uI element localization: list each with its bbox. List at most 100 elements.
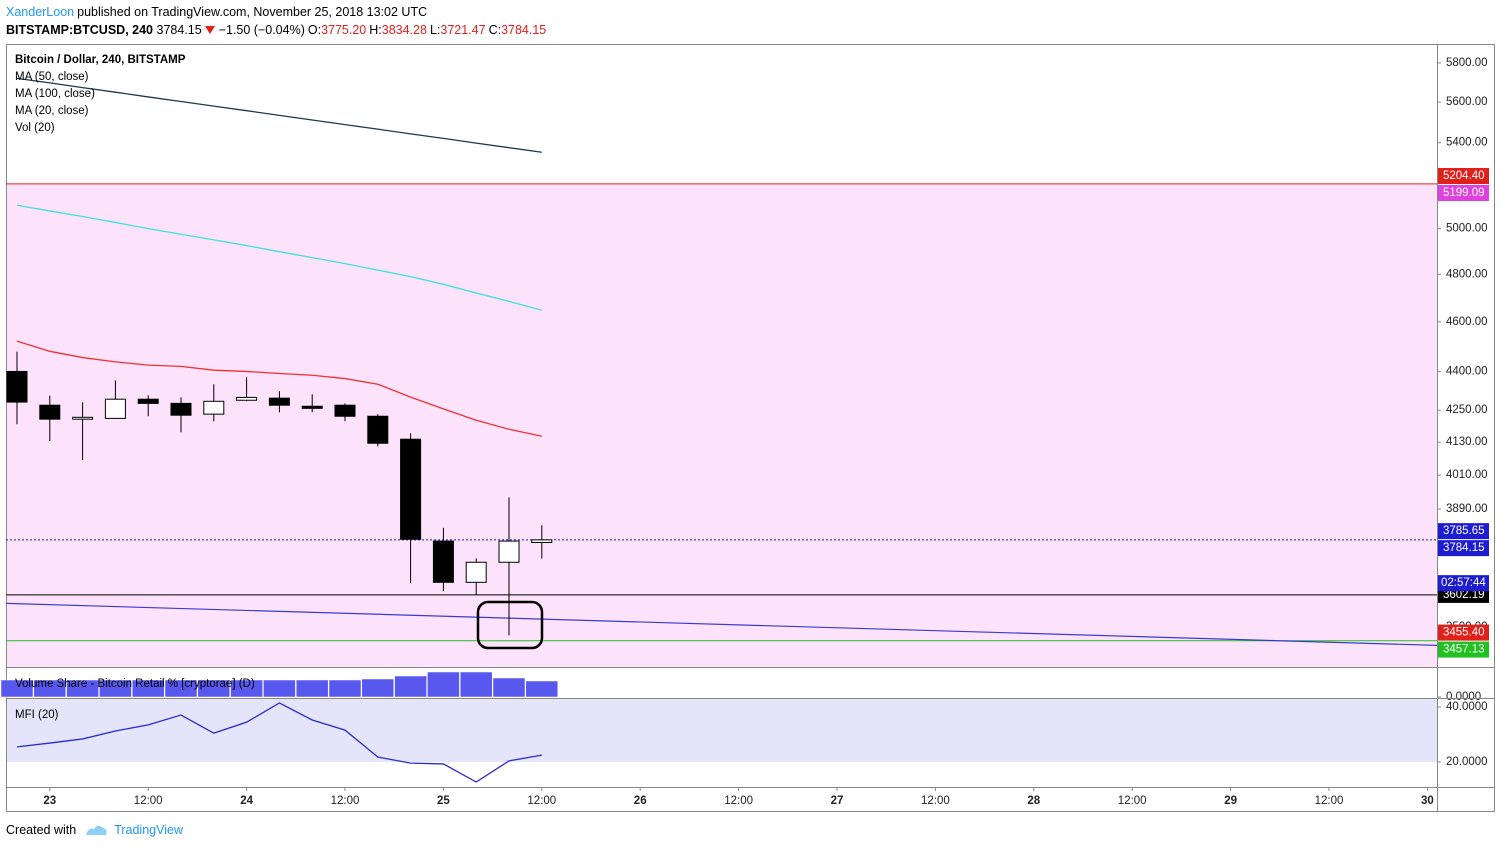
bar xyxy=(66,679,99,698)
indicator-line xyxy=(16,702,542,783)
header-line: BITSTAMP:BTCUSD, 240 3784.15 −1.50 (−0.04… xyxy=(6,21,549,39)
bar xyxy=(197,679,231,698)
y-tick-label: 0.0000 xyxy=(1446,691,1481,703)
bar xyxy=(328,679,362,698)
down-arrow xyxy=(204,26,215,34)
price-label: 5204.40 xyxy=(1443,170,1485,182)
candle-body xyxy=(400,438,422,540)
countdown: 02:57:44 xyxy=(1441,577,1486,589)
x-tick-label: 24 xyxy=(240,795,253,807)
candle-body xyxy=(465,561,487,583)
legend-entry: MA (20, close) xyxy=(15,105,89,117)
bar xyxy=(492,677,526,698)
candle-body xyxy=(301,405,323,409)
x-tick-label: 23 xyxy=(43,795,56,807)
chart-title: Bitcoin / Dollar, 240, BITSTAMP xyxy=(15,54,186,66)
bar xyxy=(33,679,67,698)
published: published on TradingView.com, November 2… xyxy=(77,5,428,19)
x-tick-label: 25 xyxy=(437,795,450,807)
price-label: 3455.40 xyxy=(1443,627,1485,639)
x-tick-label: 27 xyxy=(831,795,844,807)
price-label: 3785.65 xyxy=(1443,525,1485,537)
x-tick-label: 12:00 xyxy=(331,795,360,807)
ohlc-value: 3834.28 xyxy=(381,23,427,37)
y-tick-label: 20.0000 xyxy=(1446,756,1488,768)
footer: Created with TradingView xyxy=(6,823,183,837)
price-zone xyxy=(7,183,1437,668)
x-tick-label: 12:00 xyxy=(134,795,163,807)
candle-body xyxy=(72,416,94,420)
symbol: BITSTAMP:BTCUSD, 240 xyxy=(6,23,154,37)
change: −1.50 (−0.04%) xyxy=(218,23,305,37)
ohlc-label: H: xyxy=(369,23,382,37)
candle-body xyxy=(498,540,520,563)
y-tick-label: 3890.00 xyxy=(1446,503,1488,515)
moving-average xyxy=(16,340,542,437)
y-tick-label: 4400.00 xyxy=(1446,365,1488,377)
brand[interactable]: TradingView xyxy=(114,823,183,837)
annotation-box xyxy=(476,600,544,650)
bar xyxy=(394,675,427,698)
countdown-box xyxy=(1438,575,1489,592)
ohlc-label: C: xyxy=(488,23,502,37)
bar xyxy=(361,678,395,698)
x-tick-label: 12:00 xyxy=(527,795,556,807)
x-tick-label: 12:00 xyxy=(1315,795,1344,807)
y-tick-label: 5600.00 xyxy=(1446,96,1488,108)
pane-title: Volume Share - Bitcoin Retail % [cryptor… xyxy=(15,678,255,690)
ohlc-value: 3721.47 xyxy=(440,23,486,37)
bar xyxy=(295,679,329,698)
price-label: 3784.15 xyxy=(1443,542,1485,554)
candle-body xyxy=(531,539,553,544)
bar xyxy=(427,671,460,698)
ohlc-label: O: xyxy=(307,23,322,37)
candle-body xyxy=(137,398,159,404)
x-tick-label: 12:00 xyxy=(724,795,753,807)
price-label: 3602.19 xyxy=(1443,589,1485,601)
bar xyxy=(459,671,493,698)
price-label-box xyxy=(1438,540,1489,557)
candle-body xyxy=(334,404,356,417)
price-label: 3457.13 xyxy=(1443,644,1485,656)
price-label: 5199.09 xyxy=(1443,187,1485,199)
candle-body xyxy=(367,415,389,444)
x-tick-label: 12:00 xyxy=(921,795,950,807)
y-tick-label: 4130.00 xyxy=(1446,436,1488,448)
pane-band xyxy=(7,698,1437,763)
trendline xyxy=(5,602,1438,646)
y-tick-label: 4010.00 xyxy=(1446,469,1488,481)
bar xyxy=(131,679,165,698)
author[interactable]: XanderLoon xyxy=(6,5,75,19)
price-label-box xyxy=(1438,641,1489,658)
x-tick-label: 12:00 xyxy=(1118,795,1147,807)
price-label-box xyxy=(1438,624,1489,641)
candle-body xyxy=(6,370,28,403)
candle-body xyxy=(170,402,192,416)
candle-body xyxy=(432,540,454,583)
price-label-box xyxy=(1438,167,1489,184)
legend-entry: MA (100, close) xyxy=(15,88,95,100)
x-tick-label: 29 xyxy=(1224,795,1237,807)
bar xyxy=(0,679,34,698)
moving-average xyxy=(16,204,542,311)
price-label-box xyxy=(1438,184,1489,201)
ohlc-value: 3775.20 xyxy=(321,23,367,37)
y-tick-label: 4600.00 xyxy=(1446,316,1488,328)
candle-body xyxy=(203,400,225,415)
y-tick-label: 4250.00 xyxy=(1446,404,1488,416)
x-tick-label: 26 xyxy=(634,795,647,807)
candle-body xyxy=(104,398,126,419)
ohlc-value: 3784.15 xyxy=(501,23,547,37)
bar xyxy=(263,679,296,698)
x-tick-label: 30 xyxy=(1421,795,1434,807)
last-price: 3784.15 xyxy=(156,23,202,37)
y-tick-label: 40.0000 xyxy=(1446,701,1488,713)
price-label-box xyxy=(1438,523,1489,540)
candle-body xyxy=(236,396,258,401)
candle-body xyxy=(268,397,290,406)
y-tick-label: 5000.00 xyxy=(1446,223,1488,235)
created-with: Created with xyxy=(6,823,77,837)
ohlc-label: L: xyxy=(429,23,441,37)
